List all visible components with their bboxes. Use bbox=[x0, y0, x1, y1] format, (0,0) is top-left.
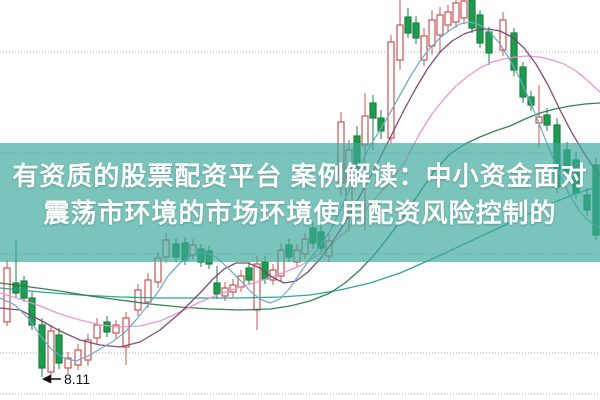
candle-body bbox=[412, 22, 420, 39]
candle-body bbox=[20, 280, 28, 299]
candle-body bbox=[404, 16, 412, 34]
candle-body bbox=[213, 282, 221, 295]
candle-body bbox=[361, 115, 369, 146]
candle-body bbox=[519, 66, 527, 98]
candle-body bbox=[485, 31, 493, 54]
candle-body bbox=[122, 317, 130, 348]
headline-line-1: 有资质的股票配资平台 案例解读：中小资金面对 bbox=[12, 161, 588, 191]
candle-body bbox=[38, 324, 46, 369]
candle-body bbox=[510, 32, 518, 71]
candle-body bbox=[84, 339, 92, 361]
candle-body bbox=[64, 357, 72, 369]
candle-body bbox=[369, 102, 377, 119]
candle-body bbox=[93, 324, 101, 339]
low-arrow-head bbox=[42, 374, 51, 384]
candle-body bbox=[396, 24, 404, 61]
candle-body bbox=[420, 35, 428, 61]
candle-body bbox=[468, 0, 476, 29]
candle-body bbox=[253, 263, 261, 311]
candle-body bbox=[144, 279, 152, 303]
candle-body bbox=[436, 14, 444, 36]
headline-line-2: 震荡市环境的市场环境使用配资风险控制的 bbox=[43, 198, 557, 228]
candle-body bbox=[387, 41, 395, 139]
candle-body bbox=[452, 2, 460, 23]
low-price-label: 8.11 bbox=[64, 371, 90, 387]
candle-body bbox=[28, 297, 36, 326]
candle-body bbox=[134, 289, 142, 311]
candle-body bbox=[543, 114, 551, 126]
candle-body bbox=[103, 321, 111, 333]
candle-body bbox=[460, 0, 468, 19]
headline-banner: 有资质的股票配资平台 案例解读：中小资金面对 震荡市环境的市场环境使用配资风险控… bbox=[0, 143, 600, 262]
candle-body bbox=[112, 324, 120, 334]
candle-body bbox=[428, 19, 436, 47]
candle-body bbox=[377, 117, 385, 132]
candle-body bbox=[245, 267, 253, 281]
candle-body bbox=[55, 334, 63, 364]
candle-body bbox=[74, 349, 82, 366]
candle-body bbox=[12, 282, 20, 294]
candle-body bbox=[444, 11, 452, 26]
